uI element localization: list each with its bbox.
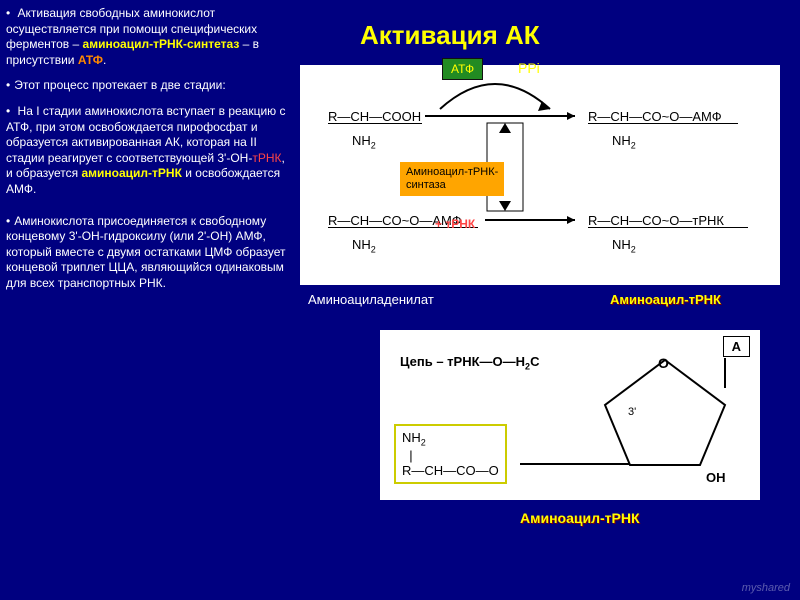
enzyme-line2: синтаза — [406, 179, 446, 191]
b1-enzyme-highlight: аминоацил-тРНК-синтетаз — [83, 37, 240, 51]
ppi-label: PPi — [518, 60, 540, 76]
structure-diagram: А Цепь – тРНК—O—H2C O 3' OH NH2 | R—CH—C… — [380, 330, 760, 500]
atp-label: АТФ — [442, 58, 483, 80]
b3-aa-trna: аминоацил-тРНК — [82, 166, 182, 180]
diagram2-label: Аминоацил-тРНК — [520, 510, 640, 526]
plus-trna-label: + тРНК — [435, 217, 475, 231]
enzyme-line1: Аминоацил-тРНК- — [406, 166, 498, 178]
connector-line-icon — [520, 458, 630, 470]
formula-nh2-II-right: NH2 — [612, 237, 636, 255]
stage-label-II: II — [310, 213, 320, 234]
b3-pre: На I стадии аминокислота вступает в реак… — [6, 104, 286, 165]
page-title: Активация АК — [360, 20, 540, 51]
b1-end: . — [103, 53, 106, 67]
reaction-diagram: R—CH—COOH NH2 R—CH—CO~O—АМФ NH2 R—CH—CO~… — [300, 65, 780, 285]
left-text-column: Активация свободных аминокислот осуществ… — [6, 6, 286, 302]
bullet-2: Этот процесс протекает в две стадии: — [6, 78, 286, 94]
b3-trna: тРНК — [252, 151, 281, 165]
diagram1-bottom-right-label: Аминоацил-тРНК — [610, 292, 721, 307]
stage-label-I: I — [310, 108, 315, 129]
arrow-stage2-icon — [485, 215, 585, 225]
vertical-line-icon — [720, 358, 730, 388]
b1-atp: АТФ — [78, 53, 103, 67]
formula-nh2-II-left: NH2 — [352, 237, 376, 255]
formula-nh2-I-right: NH2 — [612, 133, 636, 151]
aminoacyl-group-box: NH2 | R—CH—CO—O — [394, 424, 507, 484]
formula-nh2-I-left: NH2 — [352, 133, 376, 151]
bond-line-2 — [588, 123, 738, 124]
svg-text:O: O — [658, 355, 669, 371]
chain-label: Цепь – тРНК—O—H2C — [400, 354, 539, 372]
oh-label: OH — [706, 470, 726, 485]
arrow-stage1-icon — [425, 111, 585, 121]
watermark: myshared — [742, 582, 790, 594]
bullet-4: Аминокислота присоединяется к свободному… — [6, 214, 286, 292]
diagram1-bottom-left-label: Аминоациладенилат — [308, 292, 434, 307]
enzyme-label: Аминоацил-тРНК- синтаза — [400, 162, 504, 196]
formula-product-I: R—CH—CO~O—АМФ — [588, 109, 722, 124]
three-prime-label: 3' — [628, 406, 636, 418]
bullet-1: Активация свободных аминокислот осуществ… — [6, 6, 286, 68]
bond-line-1 — [328, 123, 422, 124]
formula-product-II: R—CH—CO~O—тРНК — [588, 213, 724, 228]
aminoacyladenylate-label: Аминоациладенилат — [610, 176, 716, 188]
bullet-3: На I стадии аминокислота вступает в реак… — [6, 104, 286, 198]
formula-reactant-I: R—CH—COOH — [328, 109, 421, 124]
bond-line-4 — [588, 227, 748, 228]
